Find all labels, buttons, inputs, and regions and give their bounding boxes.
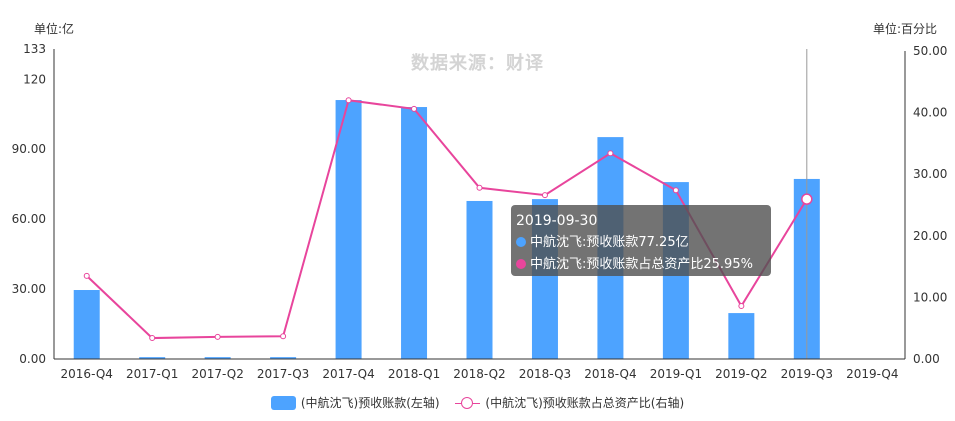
- tooltip-date: 2019-09-30: [516, 213, 598, 229]
- bar-2017-Q4[interactable]: [335, 100, 362, 360]
- chart-legend: (中航沈飞)预收账款(左轴) (中航沈飞)预收账款占总资产比(右轴): [0, 394, 955, 413]
- line-point-2017-Q2[interactable]: [214, 333, 221, 340]
- bar-2019-Q2[interactable]: [728, 313, 755, 359]
- bar-2017-Q2[interactable]: [204, 357, 231, 359]
- x-axis-tick: 2017-Q2: [191, 367, 243, 381]
- line-point-2019-Q1[interactable]: [672, 187, 679, 194]
- tooltip-row-bar: 中航沈飞:预收账款77.25亿: [516, 232, 771, 254]
- right-axis-tick: 20.00: [913, 229, 947, 243]
- right-axis-tick: 50.00: [913, 44, 947, 58]
- x-axis-tick: 2016-Q4: [61, 367, 113, 381]
- line-point-2016-Q4[interactable]: [83, 272, 90, 279]
- line-point-2018-Q4[interactable]: [607, 150, 614, 157]
- legend-bar-label: (中航沈飞)预收账款(左轴): [300, 396, 440, 410]
- x-axis-tick: 2018-Q3: [519, 367, 571, 381]
- tooltip-row-line: 中航沈飞:预收账款占总资产比25.95%: [516, 254, 771, 276]
- x-axis-tick: 2017-Q3: [257, 367, 309, 381]
- x-axis-tick: 2019-Q1: [650, 367, 702, 381]
- x-axis-tick: 2019-Q2: [715, 367, 767, 381]
- x-axis-tick: 2019-Q4: [846, 367, 898, 381]
- line-point-2017-Q1[interactable]: [149, 335, 156, 342]
- right-axis-tick: 40.00: [913, 106, 947, 120]
- bar-2018-Q1[interactable]: [401, 107, 428, 359]
- line-point-2018-Q3[interactable]: [541, 192, 548, 199]
- right-axis-tick: 30.00: [913, 167, 947, 181]
- left-axis-tick: 60.00: [12, 212, 46, 226]
- line-point-2018-Q2[interactable]: [476, 184, 483, 191]
- legend-item-line[interactable]: (中航沈飞)预收账款占总资产比(右轴): [455, 394, 684, 411]
- left-axis-tick: 120: [23, 72, 46, 86]
- x-axis-tick: 2017-Q4: [322, 367, 374, 381]
- legend-line-label: (中航沈飞)预收账款占总资产比(右轴): [485, 396, 685, 410]
- line-point-2018-Q1[interactable]: [411, 105, 418, 112]
- x-axis-tick: 2018-Q2: [453, 367, 505, 381]
- tooltip-row-bar-text: 中航沈飞:预收账款77.25亿: [530, 235, 689, 250]
- x-axis-tick: 2019-Q3: [781, 367, 833, 381]
- x-axis-tick: 2018-Q4: [584, 367, 636, 381]
- line-point-2019-Q3[interactable]: [801, 193, 813, 205]
- x-axis-tick: 2018-Q1: [388, 367, 440, 381]
- data-source-watermark: 数据来源：财译: [411, 53, 544, 74]
- left-axis-tick: 133: [23, 42, 46, 56]
- left-axis-tick: 90.00: [12, 142, 46, 156]
- line-point-2019-Q2[interactable]: [738, 303, 745, 310]
- left-axis-tick: 30.00: [12, 282, 46, 296]
- bar-swatch-icon: [270, 395, 296, 410]
- right-axis-tick: 10.00: [913, 290, 947, 304]
- line-series-dot-icon: [516, 259, 526, 269]
- axes: 0.00 30.00 60.00 90.00 120 133 0.00 10.00 20.00 3…: [12, 42, 948, 381]
- left-axis-unit-label: 单位:亿: [34, 22, 75, 36]
- x-axis-tick: 2017-Q1: [126, 367, 178, 381]
- line-point-2017-Q4[interactable]: [345, 97, 352, 104]
- right-axis-tick: 0.00: [913, 352, 940, 366]
- bar-2017-Q3[interactable]: [270, 357, 297, 359]
- line-circle-swatch-icon: [455, 396, 481, 410]
- bar-2018-Q2[interactable]: [466, 200, 493, 359]
- bar-2016-Q4[interactable]: [73, 290, 100, 359]
- legend-item-bar[interactable]: (中航沈飞)预收账款(左轴): [270, 394, 440, 411]
- tooltip-row-line-text: 中航沈飞:预收账款占总资产比25.95%: [530, 257, 753, 272]
- line-point-2017-Q3[interactable]: [280, 333, 287, 340]
- right-axis-unit-label: 单位:百分比: [872, 22, 937, 36]
- left-axis-tick: 0.00: [19, 352, 46, 366]
- chart-tooltip: 2019-09-30 中航沈飞:预收账款77.25亿 中航沈飞:预收账款占总资产…: [511, 205, 771, 276]
- bar-2017-Q1[interactable]: [139, 357, 166, 359]
- bar-series-dot-icon: [516, 237, 526, 247]
